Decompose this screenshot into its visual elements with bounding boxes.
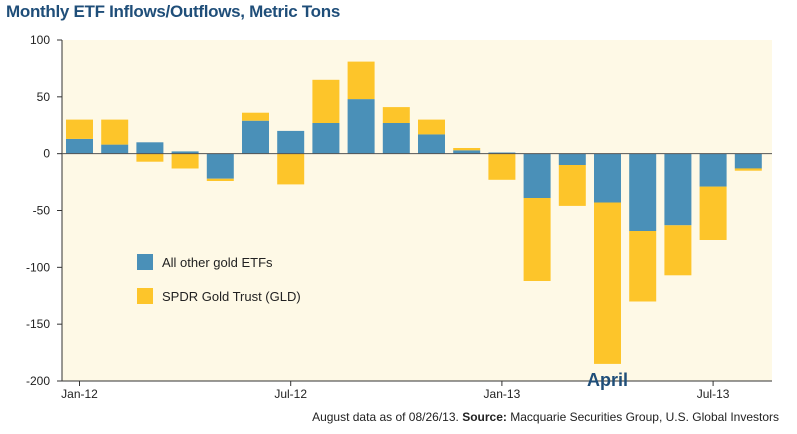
bar-other-etfs-apr-13 [594,153,621,203]
bar-spdr-gld-oct-12 [382,107,410,123]
bar-spdr-gld-jun-13 [664,225,692,276]
y-tick-label: -100 [26,260,50,274]
y-tick-label: -50 [33,204,51,218]
bar-spdr-gld-jan-13 [488,153,516,180]
legend-swatch [137,288,153,304]
bar-other-etfs-jul-13 [699,153,727,187]
bar-other-etfs-may-12 [206,153,234,179]
bar-spdr-gld-jun-12 [242,112,269,121]
y-tick-label: 100 [30,33,50,47]
bar-spdr-gld-apr-12 [171,153,199,169]
bar-spdr-gld-mar-13 [558,165,586,206]
bar-spdr-gld-mar-12 [136,153,164,162]
x-tick-label: Jan-12 [61,387,98,401]
bar-spdr-gld-jul-13 [699,186,727,240]
footnote-prefix: August data as of 08/26/13. [312,410,459,424]
footnote-source-label: Source: [462,410,507,424]
bar-spdr-gld-jan-12 [66,119,93,139]
y-tick-label: -150 [26,317,50,331]
bar-other-etfs-nov-12 [418,134,445,154]
x-axis: Jan-12 Jul-12 Jan-13 Jul-13 [61,380,772,401]
bar-other-etfs-jul-12 [277,130,305,154]
bar-spdr-gld-nov-12 [418,119,445,135]
bar-other-etfs-feb-12 [101,144,129,154]
bar-other-etfs-jun-12 [242,120,269,154]
annotations: April [587,370,628,390]
legend-label: All other gold ETFs [162,255,273,270]
y-tick-label: 0 [43,147,50,161]
chart-title: Monthly ETF Inflows/Outflows, Metric Ton… [6,2,340,21]
legend-label: SPDR Gold Trust (GLD) [162,289,301,304]
x-tick-label: Jul-12 [274,387,307,401]
x-tick-label: Jan-13 [484,387,521,401]
bar-spdr-gld-dec-12 [453,148,481,151]
bar-other-etfs-mar-12 [136,142,164,154]
bar-spdr-gld-sep-12 [347,61,375,100]
bar-other-etfs-sep-12 [347,99,375,154]
bar-other-etfs-feb-13 [523,153,551,198]
bar-other-etfs-oct-12 [382,123,410,154]
x-tick-label: Jul-13 [697,387,730,401]
bar-other-etfs-aug-13 [734,153,762,169]
footnote-source-text: Macquarie Securities Group, U.S. Global … [510,410,779,424]
bar-other-etfs-dec-12 [453,150,481,154]
bar-spdr-gld-jul-12 [277,153,305,185]
footnote: August data as of 08/26/13. Source: Macq… [312,410,779,424]
bar-other-etfs-apr-12 [171,151,199,154]
bar-other-etfs-mar-13 [558,153,586,166]
y-tick-label: 50 [37,90,51,104]
bar-other-etfs-jan-13 [488,152,516,154]
bars-group [66,61,762,364]
y-axis: 100 50 0 -50 -100 -150 -200 [26,33,63,388]
bar-spdr-gld-apr-13 [594,202,621,364]
bar-spdr-gld-feb-13 [523,198,551,281]
bar-spdr-gld-aug-13 [734,168,762,171]
bar-other-etfs-may-13 [629,153,657,231]
bar-spdr-gld-feb-12 [101,119,129,145]
bar-other-etfs-jun-13 [664,153,692,226]
bar-spdr-gld-aug-12 [312,79,340,123]
legend: All other gold ETFs SPDR Gold Trust (GLD) [137,254,301,304]
bar-spdr-gld-may-12 [206,178,234,181]
bar-other-etfs-jan-12 [66,138,93,154]
bar-spdr-gld-may-13 [629,231,657,302]
bar-other-etfs-aug-12 [312,123,340,154]
annotation-april: April [587,370,628,390]
y-tick-label: -200 [26,374,50,388]
legend-swatch [137,254,153,270]
